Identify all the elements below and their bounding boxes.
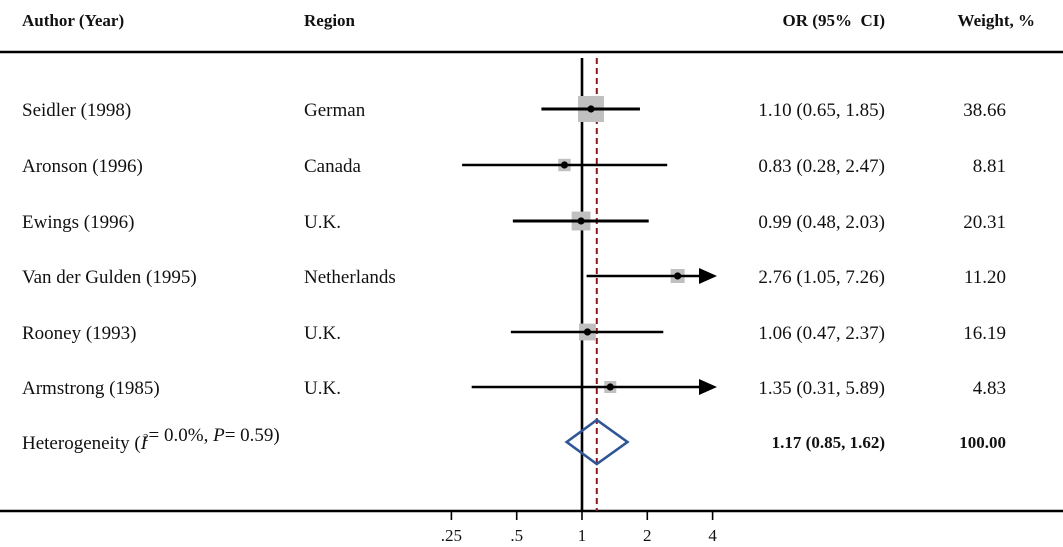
study-row: Rooney (1993) U.K. 1.06 (0.47, 2.37) 16.19 — [22, 323, 1006, 344]
study-region: Canada — [304, 156, 362, 177]
study-author: Aronson (1996) — [22, 156, 143, 177]
study-row: Armstrong (1985) U.K. 1.35 (0.31, 5.89) 4.8… — [22, 378, 1006, 399]
heterogeneity-part: = 0.0%, — [149, 425, 214, 446]
overall-or-ci: 1.17 (0.85, 1.62) — [772, 433, 885, 452]
study-weight: 4.83 — [973, 378, 1006, 399]
heterogeneity-part: P — [212, 425, 225, 446]
pooled-diamond — [564, 418, 630, 466]
x-tick-label: .5 — [510, 526, 523, 545]
reference-lines — [580, 58, 598, 511]
x-tick-label: 4 — [708, 526, 717, 545]
study-author: Ewings (1996) — [22, 212, 134, 233]
x-tick-label: .25 — [441, 526, 462, 545]
study-row: Seidler (1998) German 1.10 (0.65, 1.85) 38.… — [22, 96, 1006, 122]
study-author: Armstrong (1985) — [22, 378, 160, 399]
study-weight: 11.20 — [964, 267, 1006, 288]
header-region: Region — [304, 11, 356, 30]
header-or: OR (95% CI) — [783, 11, 885, 30]
study-weight: 8.81 — [973, 156, 1006, 177]
study-weight: 16.19 — [963, 323, 1006, 344]
point-estimate — [606, 383, 614, 391]
x-tick-label: 1 — [578, 526, 587, 545]
heterogeneity-part: 2 — [143, 432, 149, 444]
study-row: Van der Gulden (1995) Netherlands 2.76 (1.… — [22, 267, 1006, 288]
study-or-ci: 1.06 (0.47, 2.37) — [758, 323, 885, 344]
study-or-ci: 1.10 (0.65, 1.85) — [758, 100, 885, 121]
x-tick-label: 2 — [643, 526, 652, 545]
study-author: Van der Gulden (1995) — [22, 267, 197, 288]
study-author: Seidler (1998) — [22, 100, 131, 121]
header-author: Author (Year) — [22, 11, 124, 30]
study-region: German — [304, 100, 366, 121]
header-weight: Weight, % — [958, 11, 1035, 30]
x-axis: .25 .5 1 2 4 — [441, 511, 717, 545]
ci-arrow — [699, 379, 717, 395]
study-or-ci: 1.35 (0.31, 5.89) — [758, 378, 885, 399]
point-estimate — [674, 272, 682, 280]
point-estimate — [587, 105, 595, 113]
heterogeneity-label: Heterogeneity (I2= 0.0%, P= 0.59) — [22, 425, 280, 454]
overall-row: Heterogeneity (I2= 0.0%, P= 0.59) 1.17 (0… — [22, 418, 1006, 466]
study-author: Rooney (1993) — [22, 323, 137, 344]
heterogeneity-part: = 0.59) — [225, 425, 280, 446]
study-or-ci: 0.83 (0.28, 2.47) — [758, 156, 885, 177]
study-row: Aronson (1996) Canada 0.83 (0.28, 2.47) 8.8… — [22, 156, 1006, 177]
study-region: U.K. — [304, 212, 341, 233]
heterogeneity-part: I — [140, 433, 149, 454]
study-region: U.K. — [304, 378, 341, 399]
study-or-ci: 0.99 (0.48, 2.03) — [758, 212, 885, 233]
point-estimate — [560, 161, 569, 169]
point-estimate — [577, 217, 585, 225]
study-region: Netherlands — [304, 267, 396, 288]
ci-arrow — [699, 268, 717, 284]
study-weight: 20.31 — [963, 212, 1006, 233]
study-or-ci: 2.76 (1.05, 7.26) — [758, 267, 885, 288]
study-rows: Seidler (1998) German 1.10 (0.65, 1.85) 38.… — [22, 96, 1006, 399]
study-row: Ewings (1996) U.K. 0.99 (0.48, 2.03) 20.31 — [22, 211, 1006, 233]
heterogeneity-part: Heterogeneity ( — [22, 433, 141, 454]
study-weight: 38.66 — [963, 100, 1006, 121]
point-estimate — [583, 328, 592, 336]
study-region: U.K. — [304, 323, 341, 344]
overall-weight: 100.00 — [959, 433, 1006, 452]
